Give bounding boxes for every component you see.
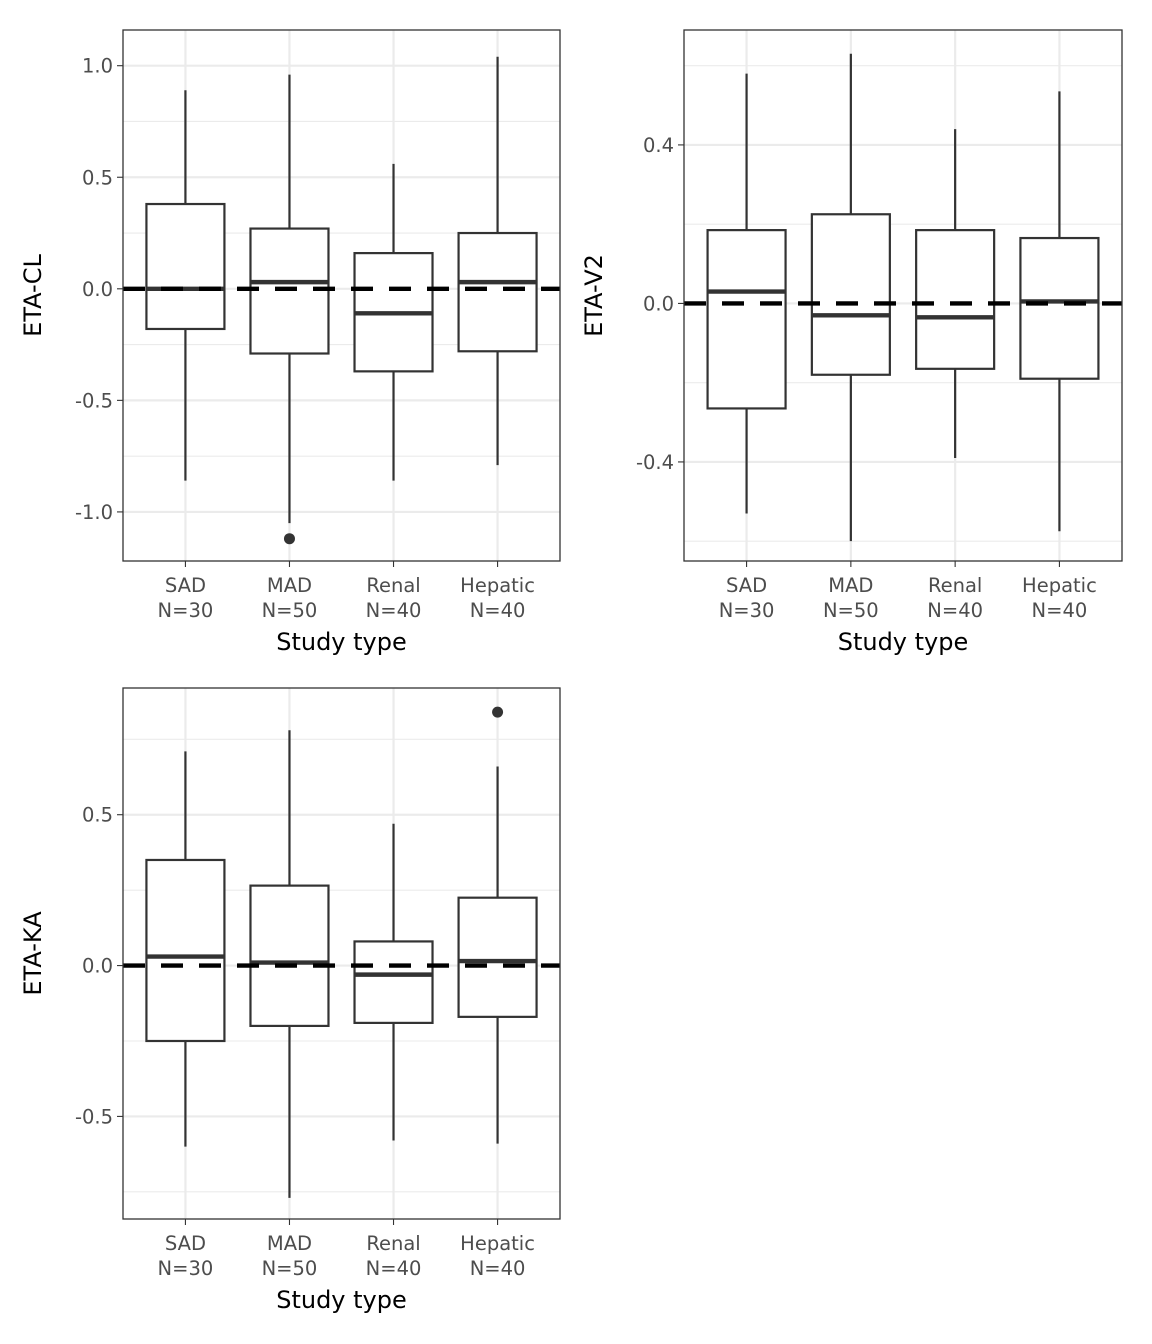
panel-border (683, 29, 1123, 562)
outlier-point (492, 706, 504, 718)
y-tick-label: -1.0 (75, 501, 113, 524)
x-tick-count-label: N=40 (1032, 599, 1088, 622)
x-tick-label: Hepatic (460, 1232, 535, 1255)
y-tick-label: 0.5 (82, 166, 113, 189)
box-hepatic (457, 56, 538, 466)
x-tick-label: SAD (165, 574, 206, 597)
panel-1: -1.0-0.50.00.51.0SADN=30MADN=50RenalN=40… (19, 29, 561, 656)
y-tick-label: 0.0 (82, 955, 113, 978)
x-tick-label: MAD (267, 574, 312, 597)
x-tick-count-label: N=40 (470, 599, 526, 622)
x-axis-title: Study type (276, 628, 407, 656)
y-axis-title: ETA-CL (19, 254, 47, 337)
box-sad (145, 90, 226, 481)
y-tick-label: -0.4 (636, 451, 674, 474)
y-tick-label: 0.5 (82, 804, 113, 827)
x-tick-label: MAD (267, 1232, 312, 1255)
box-renal (915, 129, 996, 458)
x-tick-count-label: N=40 (366, 599, 422, 622)
y-tick-label: -0.5 (75, 389, 113, 412)
box-sad (706, 73, 787, 514)
y-tick-label: 0.4 (643, 134, 674, 157)
box-hepatic (1019, 91, 1100, 532)
y-tick-label: 1.0 (82, 55, 113, 78)
box-iqr (1019, 236, 1100, 380)
box-renal (353, 163, 434, 481)
x-tick-count-label: N=30 (158, 1257, 214, 1280)
x-tick-label: SAD (165, 1232, 206, 1255)
x-axis-title: Study type (276, 1286, 407, 1314)
box-iqr (457, 896, 538, 1018)
x-tick-count-label: N=30 (158, 599, 214, 622)
x-axis-title: Study type (838, 628, 969, 656)
box-mad (810, 53, 891, 542)
x-tick-label: Hepatic (460, 574, 535, 597)
x-tick-label: Renal (928, 574, 982, 597)
box-iqr (706, 229, 787, 410)
panel-border (122, 687, 561, 1220)
x-tick-count-label: N=40 (927, 599, 983, 622)
x-tick-count-label: N=50 (262, 599, 318, 622)
x-tick-label: Renal (366, 1232, 420, 1255)
x-tick-label: MAD (828, 574, 873, 597)
y-axis-title: ETA-KA (19, 911, 47, 996)
y-axis-title: ETA-V2 (580, 254, 608, 337)
x-tick-count-label: N=50 (262, 1257, 318, 1280)
outlier-point (283, 533, 295, 545)
box-hepatic (457, 706, 538, 1144)
panel-2: -0.40.00.4SADN=30MADN=50RenalN=40Hepatic… (580, 29, 1123, 656)
box-mad (249, 74, 330, 545)
y-tick-label: 0.0 (643, 292, 674, 315)
box-iqr (810, 213, 891, 376)
panel-3: -0.50.00.5SADN=30MADN=50RenalN=40Hepatic… (19, 687, 561, 1314)
x-tick-label: SAD (726, 574, 767, 597)
box-mad (249, 730, 330, 1198)
x-tick-count-label: N=40 (366, 1257, 422, 1280)
box-iqr (353, 940, 434, 1024)
y-tick-label: -0.5 (75, 1105, 113, 1128)
x-tick-label: Renal (366, 574, 420, 597)
x-tick-count-label: N=50 (823, 599, 879, 622)
box-iqr (145, 858, 226, 1043)
x-tick-count-label: N=40 (470, 1257, 526, 1280)
box-iqr (915, 229, 996, 370)
box-iqr (249, 884, 330, 1028)
box-renal (353, 823, 434, 1141)
box-iqr (457, 231, 538, 353)
x-tick-label: Hepatic (1022, 574, 1097, 597)
y-tick-label: 0.0 (82, 278, 113, 301)
panel-border (122, 29, 561, 562)
x-tick-count-label: N=30 (719, 599, 775, 622)
box-iqr (249, 227, 330, 355)
box-iqr (145, 202, 226, 331)
box-sad (145, 751, 226, 1147)
